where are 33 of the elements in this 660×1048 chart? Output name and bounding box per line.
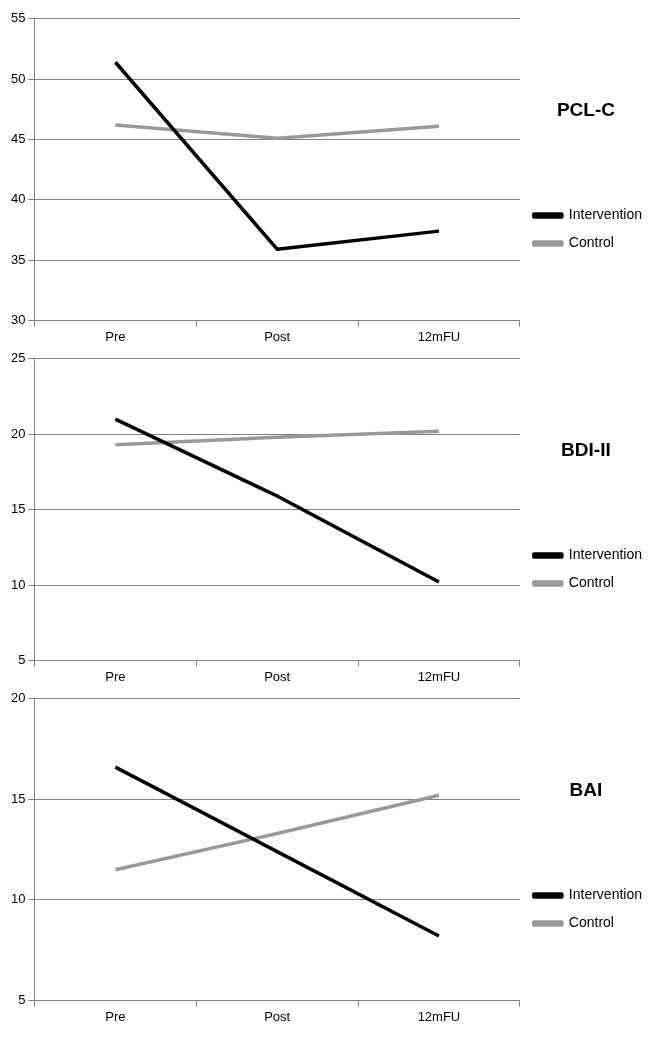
y-tick-label: 25 (10, 350, 26, 366)
y-tick-label: 20 (10, 690, 26, 706)
y-tick-label: 35 (10, 251, 26, 267)
x-tick-label: Pre (105, 668, 126, 684)
y-tick-label: 30 (10, 311, 26, 327)
y-tick-label: 55 (10, 10, 26, 26)
y-tick-label: 40 (10, 191, 26, 207)
x-tick-label: Pre (105, 1008, 126, 1024)
legend-title: PCL-C (556, 99, 616, 121)
y-tick-label: 5 (18, 651, 26, 667)
legend-label: Control (568, 914, 614, 931)
x-tick-label: Pre (105, 328, 126, 344)
x-tick-label: Post (264, 1008, 291, 1024)
y-tick-label: 15 (10, 501, 26, 517)
x-tick-label: 12mFU (417, 1008, 461, 1024)
legend-label: Intervention (568, 546, 643, 563)
x-tick-label: Post (264, 328, 291, 344)
y-tick-label: 20 (10, 425, 26, 441)
y-tick-label: 10 (10, 891, 26, 907)
legend-label: Intervention (568, 886, 643, 903)
y-tick-label: 45 (10, 131, 26, 147)
y-tick-label: 10 (10, 576, 26, 592)
y-tick-label: 15 (10, 790, 26, 806)
legend-title: BAI (569, 779, 603, 801)
legend-title: BDI-II (561, 439, 611, 461)
x-tick-label: 12mFU (417, 668, 461, 684)
y-tick-label: 5 (18, 991, 26, 1007)
legend-label: Control (568, 234, 614, 251)
y-tick-label: 50 (10, 70, 26, 86)
x-tick-label: 12mFU (417, 328, 461, 344)
x-tick-label: Post (264, 668, 291, 684)
legend-label: Intervention (568, 206, 643, 223)
legend-label: Control (568, 574, 614, 591)
